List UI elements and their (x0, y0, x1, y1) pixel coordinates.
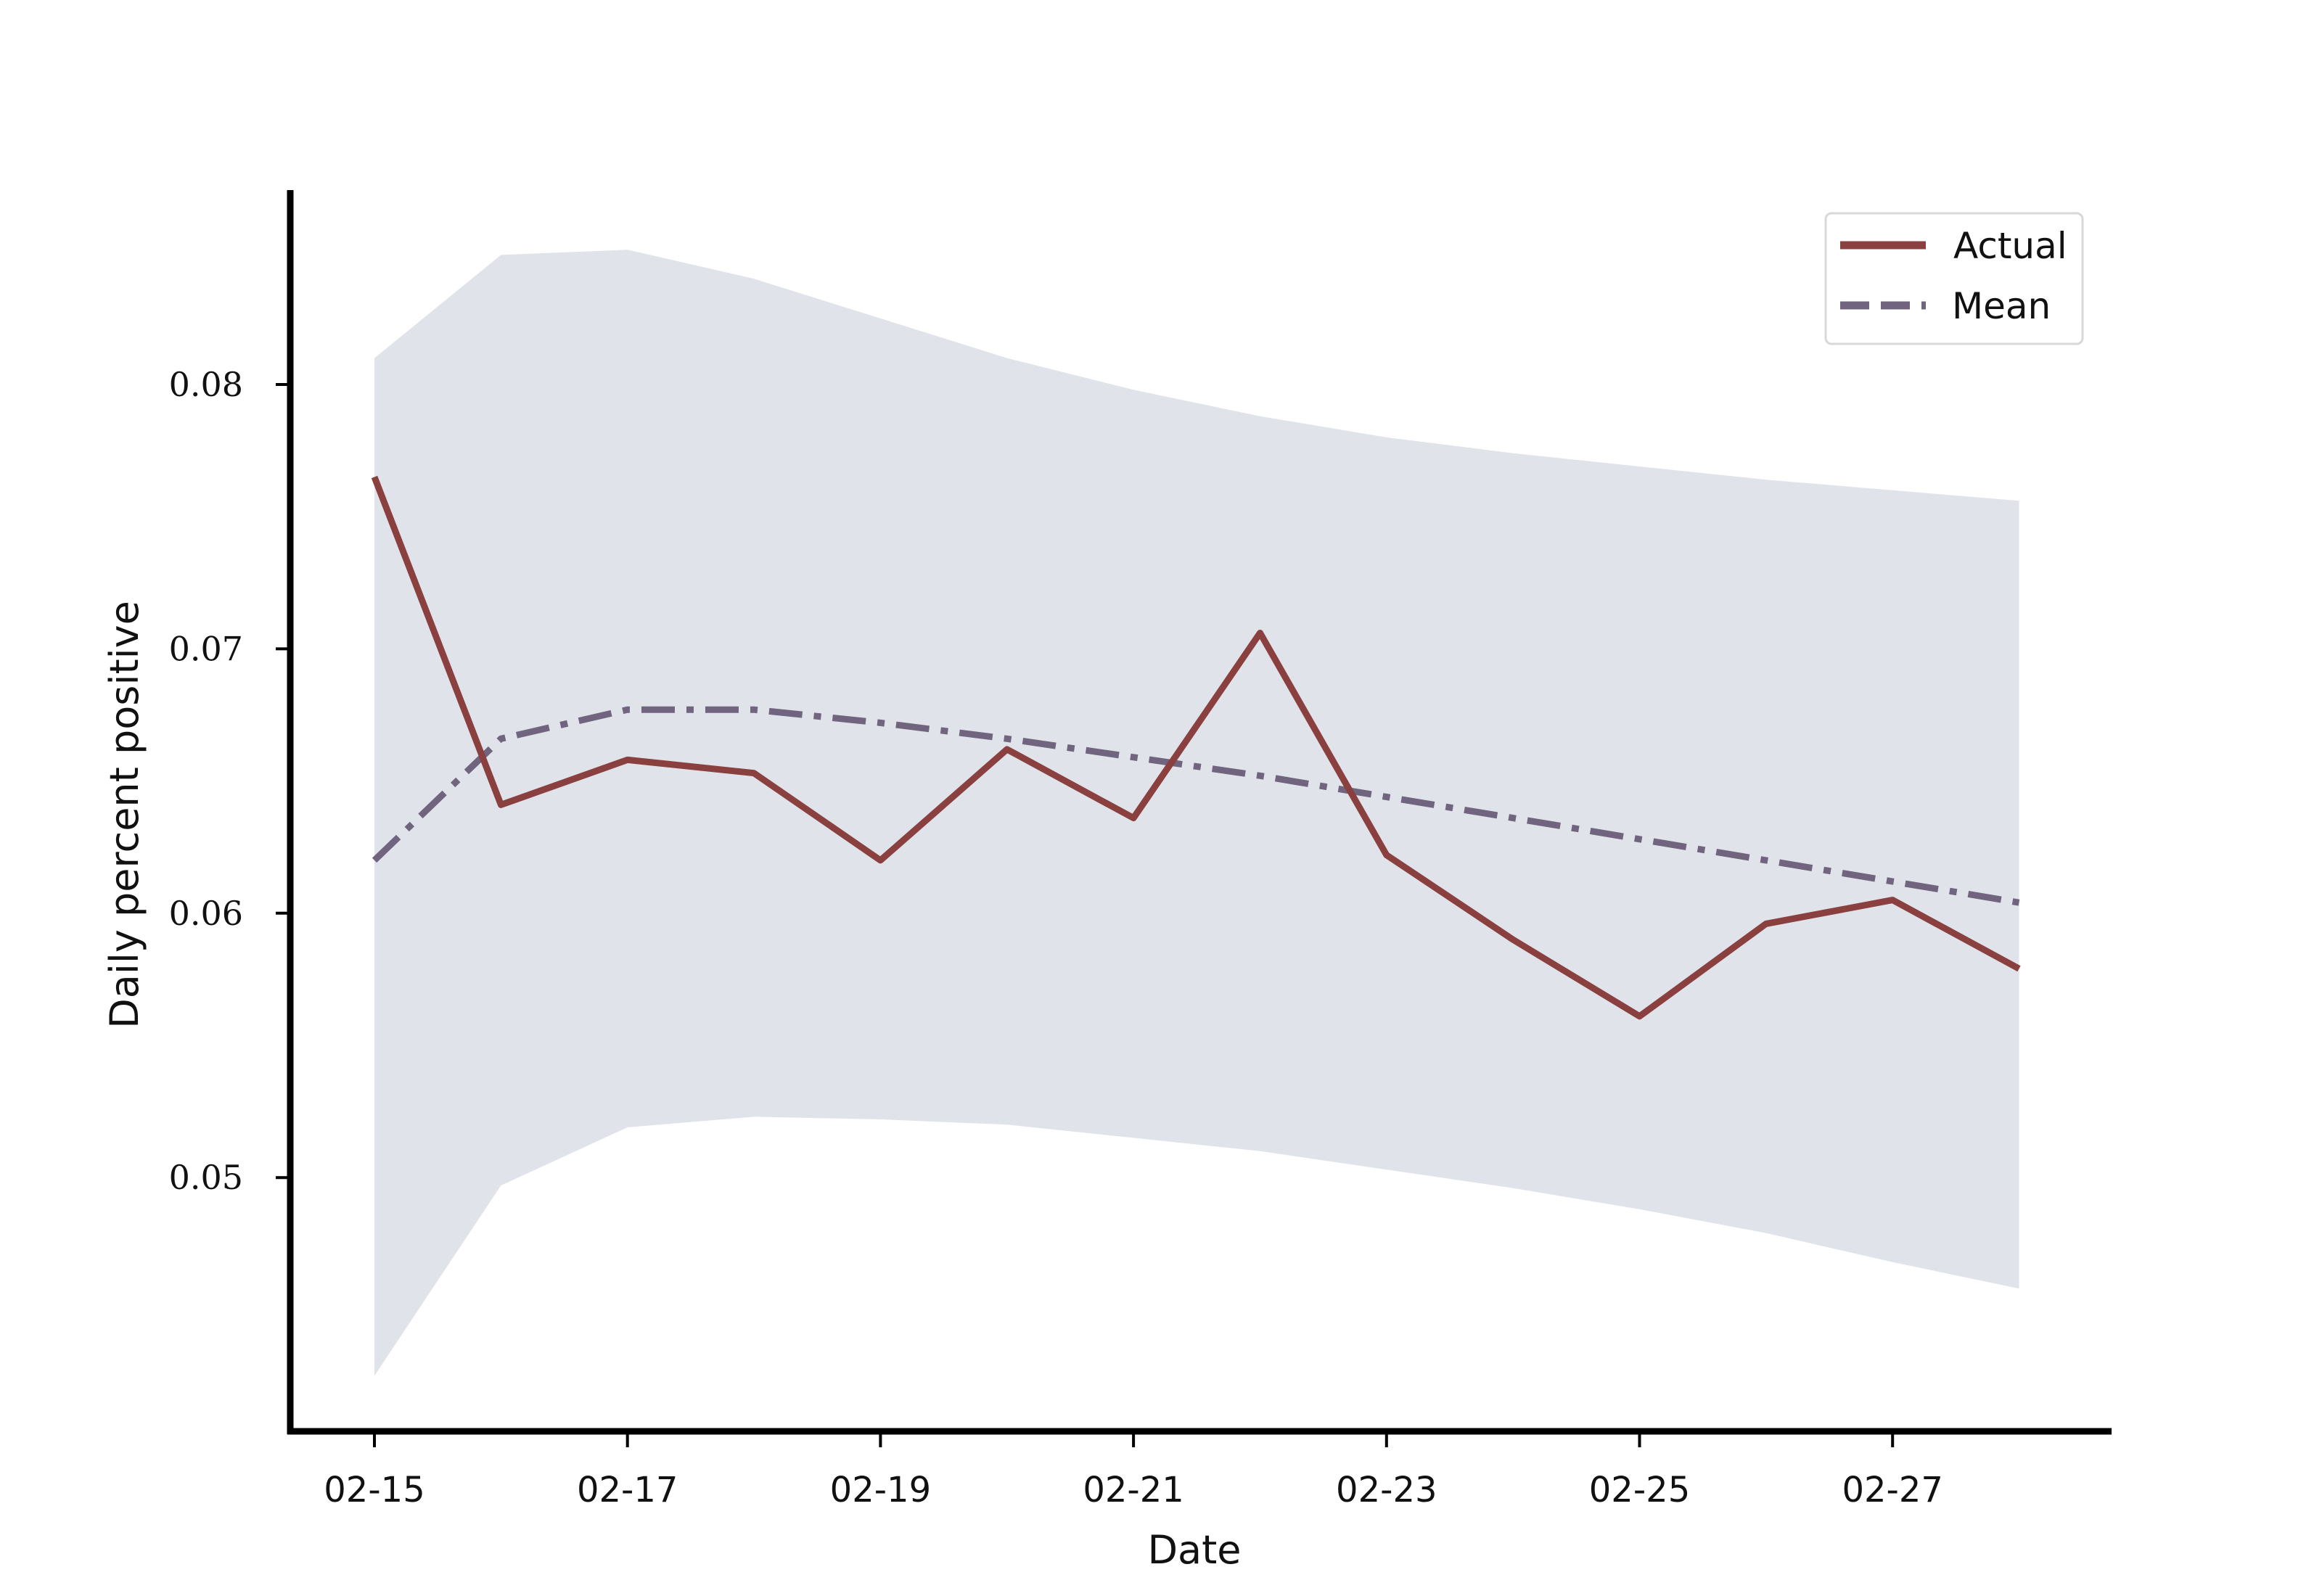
y-tick-label: 0.08 (169, 365, 243, 404)
legend-label-mean: Mean (1952, 285, 2051, 327)
y-axis-title: Daily percent positive (102, 601, 147, 1029)
series-line-mean (372, 706, 2020, 906)
x-tick-label: 02-23 (1336, 1470, 1437, 1510)
y-tick-label: 0.05 (169, 1158, 243, 1197)
confidence-band (374, 250, 2019, 1376)
legend-label-actual: Actual (1953, 225, 2067, 267)
x-tick-label: 02-19 (830, 1470, 931, 1510)
x-ticks: 02-15 02-17 02-19 02-21 02-23 02-25 02-27 (324, 1434, 1943, 1510)
y-ticks: 0.05 0.06 0.07 0.08 (169, 365, 290, 1197)
y-tick-label: 0.06 (169, 894, 243, 933)
x-tick-label: 02-15 (324, 1470, 424, 1510)
x-tick-label: 02-17 (577, 1470, 678, 1510)
axes (287, 190, 2112, 1435)
x-tick-label: 02-21 (1083, 1470, 1183, 1510)
x-axis-title: Date (1147, 1527, 1241, 1573)
confidence-band-layer (374, 250, 2019, 1376)
x-tick-label: 02-25 (1589, 1470, 1690, 1510)
series-line-actual (371, 475, 2021, 1020)
y-tick-label: 0.07 (169, 629, 243, 668)
legend: Actual Mean (1824, 212, 2084, 345)
x-tick-label: 02-27 (1842, 1470, 1942, 1510)
series-lines-layer (371, 475, 2021, 1020)
